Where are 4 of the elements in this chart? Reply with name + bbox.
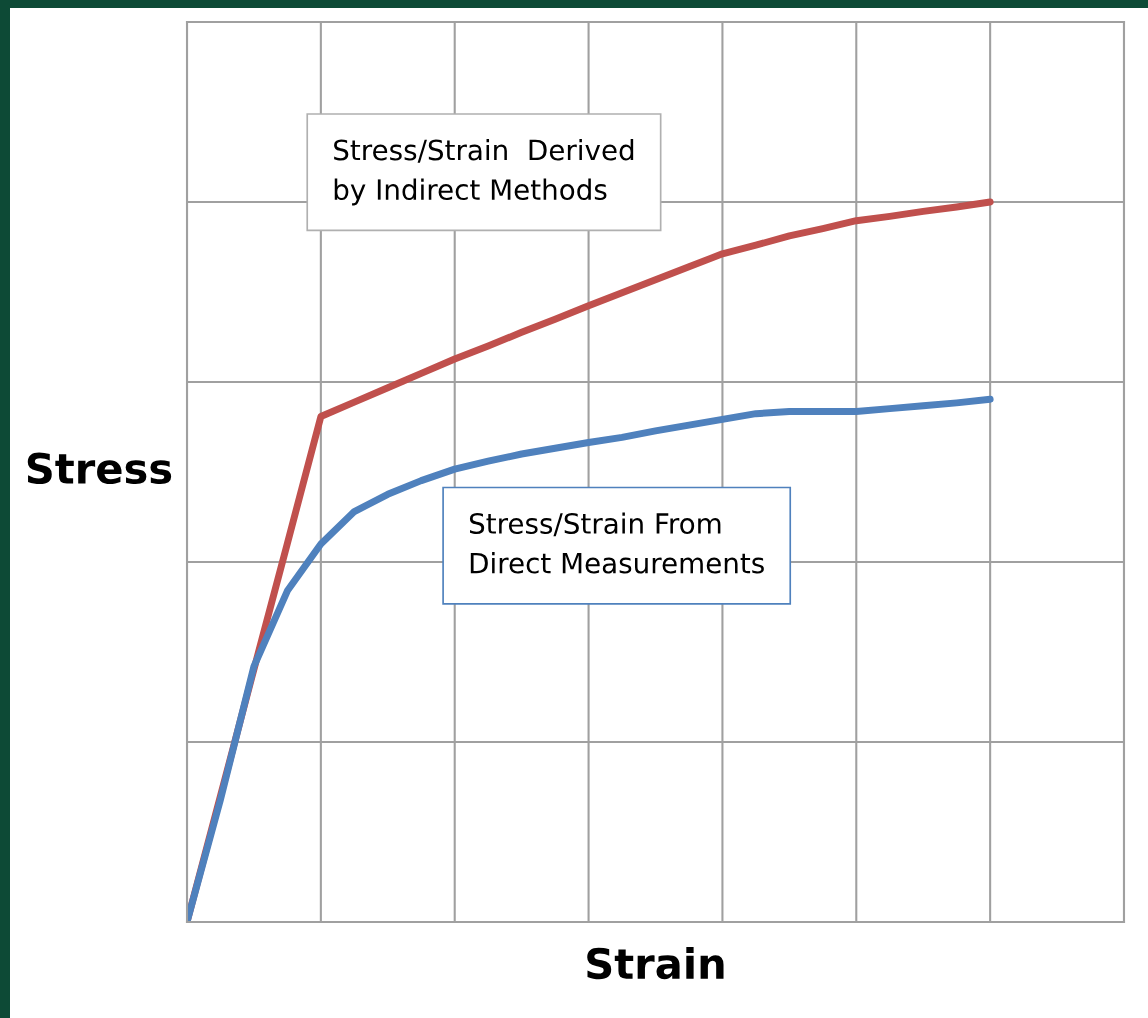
y-axis-title: Stress: [27, 452, 172, 485]
annotation: Stress/Strain From Direct Measurements: [469, 512, 764, 574]
x-axis-title: Strain: [587, 947, 724, 980]
annotation: Stress/Strain Derived by Indirect Methods: [334, 139, 634, 206]
